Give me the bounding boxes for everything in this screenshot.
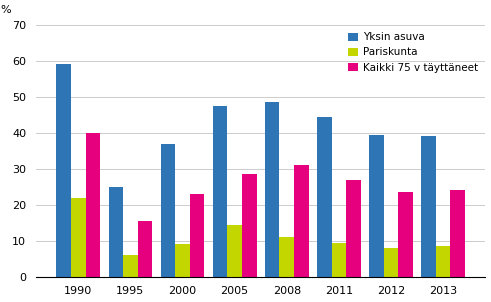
Bar <box>383 248 398 277</box>
Bar <box>190 194 204 277</box>
Bar <box>279 237 294 277</box>
Bar <box>294 165 309 277</box>
Bar <box>436 246 450 277</box>
Text: %: % <box>0 5 11 15</box>
Bar <box>369 135 383 277</box>
Bar <box>175 244 190 277</box>
Bar <box>85 133 100 277</box>
Bar <box>71 198 85 277</box>
Bar <box>227 225 242 277</box>
Bar <box>331 243 346 277</box>
Legend: Yksin asuva, Pariskunta, Kaikki 75 v täyttäneet: Yksin asuva, Pariskunta, Kaikki 75 v täy… <box>346 30 480 75</box>
Bar <box>450 190 465 277</box>
Bar <box>346 180 361 277</box>
Bar <box>56 64 71 277</box>
Bar <box>109 187 123 277</box>
Bar <box>138 221 152 277</box>
Bar <box>123 255 138 277</box>
Bar <box>242 174 257 277</box>
Bar <box>317 117 331 277</box>
Bar <box>398 192 413 277</box>
Bar <box>421 137 436 277</box>
Bar <box>161 143 175 277</box>
Bar <box>213 106 227 277</box>
Bar <box>265 102 279 277</box>
